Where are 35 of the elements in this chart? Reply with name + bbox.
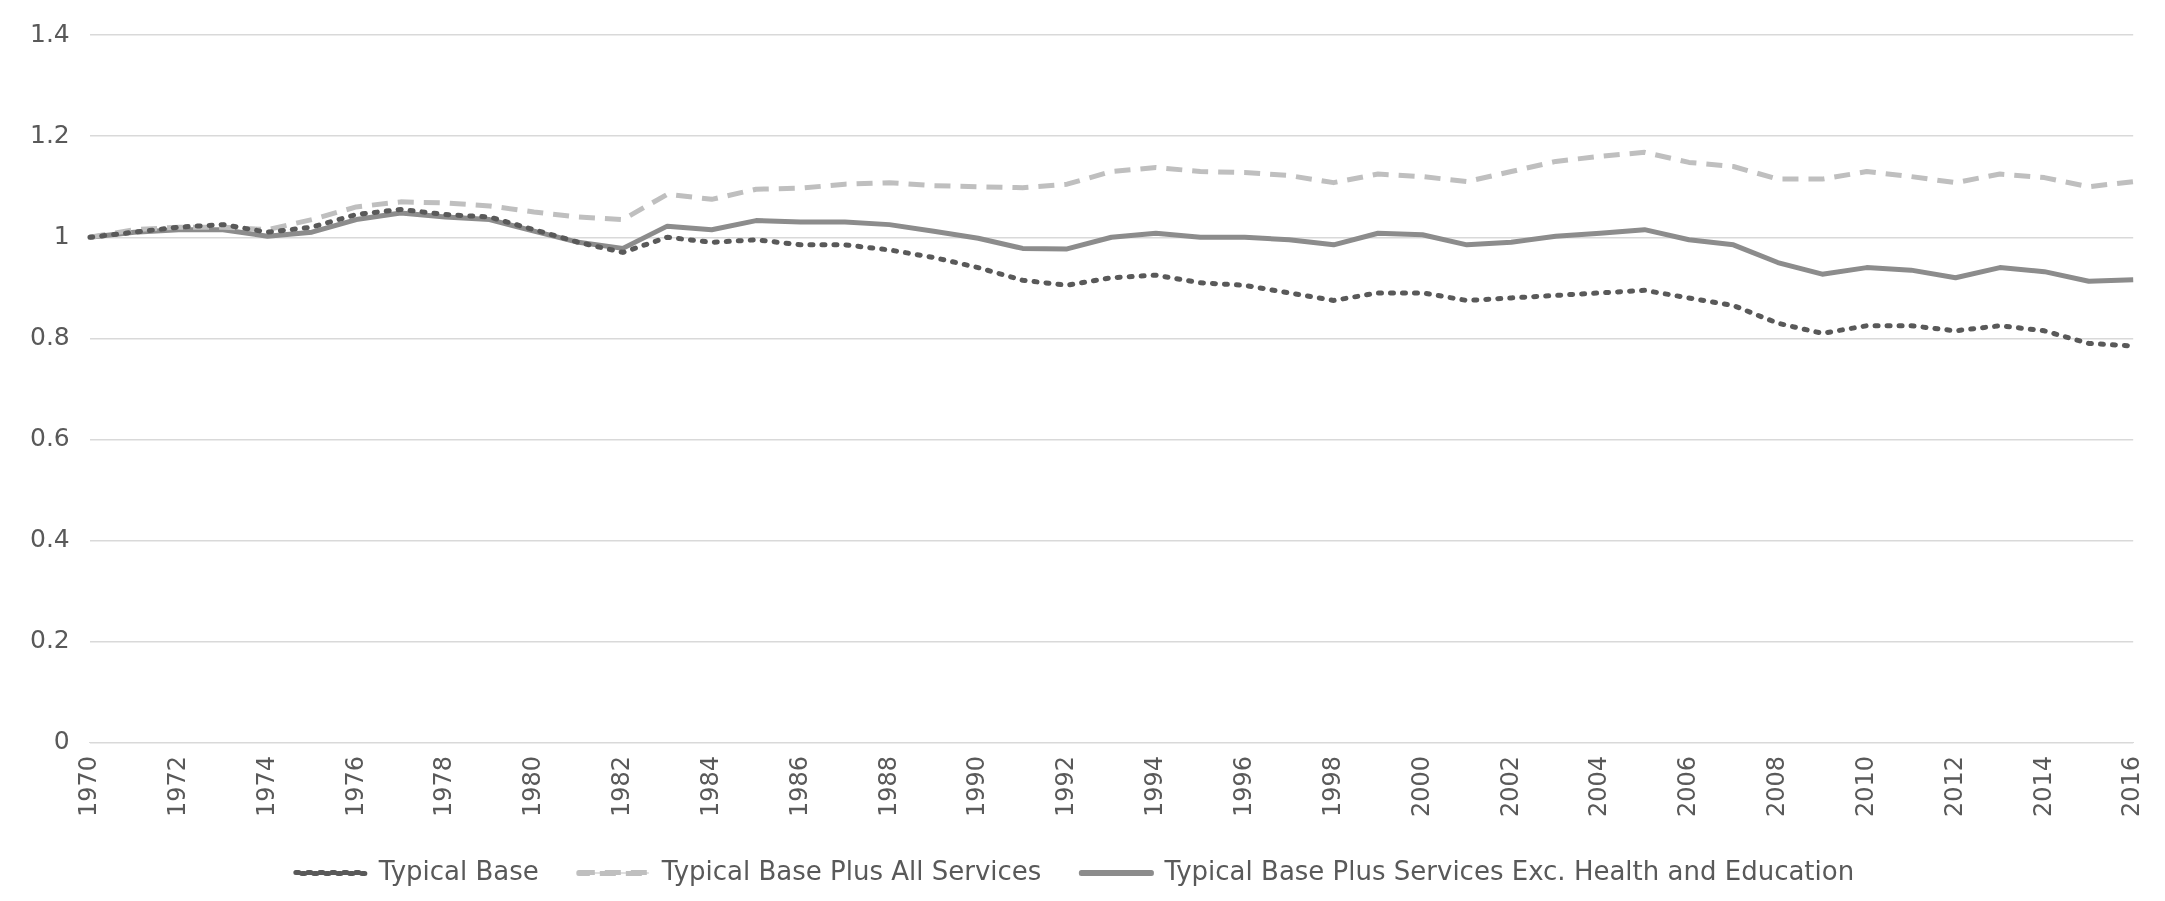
x-tick-label: 2010 (1850, 755, 1879, 817)
x-tick-label: 1998 (1317, 755, 1346, 817)
x-tick-label: 1988 (873, 755, 902, 817)
y-tick-label: 0 (53, 726, 70, 756)
x-tick-label: 2008 (1762, 755, 1791, 817)
legend-label: Typical Base (377, 855, 539, 886)
x-tick-label: 1984 (695, 755, 724, 817)
x-tick-label: 1990 (962, 755, 991, 817)
legend-label: Typical Base Plus Services Exc. Health and Education (1163, 855, 1855, 886)
x-tick-label: 1970 (73, 755, 102, 817)
y-tick-label: 0.2 (29, 625, 70, 655)
x-tick-label: 2002 (1495, 755, 1524, 817)
x-tick-label: 1982 (607, 755, 636, 817)
x-tick-label: 2014 (2028, 755, 2057, 817)
x-tick-label: 1972 (162, 755, 191, 817)
x-tick-label: 1974 (251, 755, 280, 817)
x-tick-label: 1976 (340, 755, 369, 817)
y-tick-label: 1.2 (29, 119, 70, 149)
x-tick-label: 2006 (1673, 755, 1702, 817)
y-tick-label: 0.6 (29, 423, 70, 453)
x-tick-label: 1994 (1140, 755, 1169, 817)
x-tick-label: 1986 (784, 755, 813, 817)
y-tick-label: 0.8 (29, 321, 70, 351)
x-tick-label: 1996 (1228, 755, 1257, 817)
y-tick-label: 1.4 (29, 18, 70, 48)
y-tick-label: 1 (53, 220, 70, 250)
x-tick-label: 2012 (1939, 755, 1968, 817)
x-tick-label: 1980 (518, 755, 547, 817)
x-tick-label: 2016 (2117, 755, 2146, 817)
legend-label: Typical Base Plus All Services (660, 855, 1042, 886)
y-tick-label: 0.4 (29, 524, 70, 554)
x-tick-label: 1978 (429, 755, 458, 817)
x-tick-label: 1992 (1051, 755, 1080, 817)
x-tick-label: 2000 (1406, 755, 1435, 817)
x-tick-label: 2004 (1584, 755, 1613, 817)
